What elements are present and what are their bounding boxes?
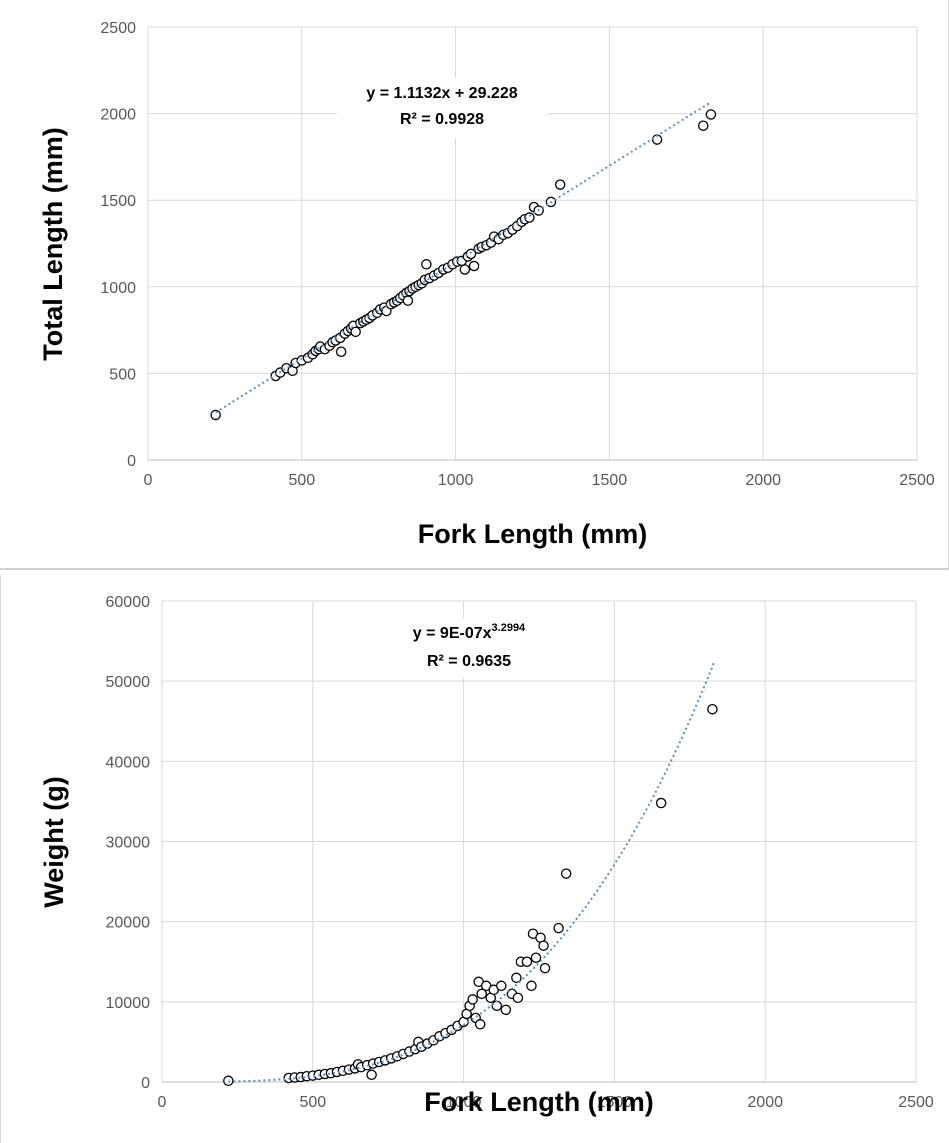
data-point <box>707 703 718 715</box>
y-tick-label: 2500 <box>100 20 136 37</box>
data-point <box>496 980 507 992</box>
x-tick-label: 1500 <box>597 1094 633 1111</box>
y-tick-label: 20000 <box>106 915 151 932</box>
y-tick-label: 1000 <box>100 280 136 297</box>
x-tick-label: 2000 <box>745 472 781 489</box>
y-tick-label: 0 <box>141 1075 150 1092</box>
data-point <box>526 980 537 992</box>
data-point <box>705 109 717 120</box>
equation-background <box>337 78 547 138</box>
data-point <box>560 868 572 879</box>
r-squared-label: R² = 0.9635 <box>427 653 511 670</box>
data-point <box>554 179 566 190</box>
data-point <box>210 409 221 421</box>
y-tick-label: 0 <box>127 453 136 470</box>
data-point <box>521 956 533 967</box>
y-tick-label: 10000 <box>106 995 151 1012</box>
data-point <box>553 922 564 934</box>
weight-chart: 0 500 1000 1500 2000 2500 0 10000 20000 30000 4000… <box>39 594 934 1117</box>
y-tick-label: 40000 <box>106 754 151 771</box>
x-tick-label: 0 <box>158 1094 167 1111</box>
data-point <box>402 295 414 306</box>
trendline-equation: y = 1.1132x + 29.228 <box>366 85 517 102</box>
y-axis-title: Weight (g) <box>39 776 69 907</box>
x-tick-label: 0 <box>144 472 153 489</box>
chart-panel-bottom: 0 500 1000 1500 2000 2500 0 10000 20000 30000 4000… <box>0 575 949 1143</box>
y-tick-label: 60000 <box>106 594 151 611</box>
x-tick-label: 1000 <box>446 1094 482 1111</box>
data-point <box>459 264 471 275</box>
y-tick-label: 50000 <box>106 674 151 691</box>
r-squared-label: R² = 0.9928 <box>400 111 484 128</box>
x-tick-label: 2500 <box>898 1094 934 1111</box>
x-tick-label: 2500 <box>899 472 935 489</box>
total-length-chart: 0 500 1000 1500 2000 2500 0 500 1000 1500 2000 2500… <box>38 20 935 549</box>
trendline-equation: y = 9E-07x3.2994 <box>413 622 526 642</box>
y-tick-label: 1500 <box>100 193 136 210</box>
equation-background <box>389 618 549 678</box>
x-axis-title: Fork Length (mm) <box>418 519 648 549</box>
trendline <box>228 662 715 1083</box>
data-point <box>421 259 432 270</box>
data-point <box>538 940 549 951</box>
y-axis-title: Total Length (mm) <box>38 127 68 360</box>
data-point <box>539 962 551 974</box>
data-point <box>524 212 535 223</box>
data-point <box>465 248 477 260</box>
y-tick-label: 2000 <box>100 107 136 124</box>
data-point <box>511 972 522 984</box>
data-point <box>467 994 478 1005</box>
data-point <box>335 346 347 357</box>
data-point <box>500 1004 512 1016</box>
data-point <box>476 988 487 1000</box>
chart-panel-top: 0 500 1000 1500 2000 2500 0 500 1000 1500 2000 2500… <box>0 0 949 570</box>
data-point <box>468 260 480 272</box>
x-tick-label: 1000 <box>438 472 474 489</box>
data-point <box>366 1069 377 1081</box>
x-tick-label: 500 <box>288 472 315 489</box>
data-point <box>223 1075 234 1087</box>
data-point <box>655 797 667 809</box>
data-point <box>697 120 709 131</box>
data-point <box>512 992 524 1004</box>
y-tick-label: 500 <box>109 366 136 383</box>
x-tick-label: 500 <box>299 1094 326 1111</box>
x-tick-label: 2000 <box>747 1094 783 1111</box>
data-point <box>350 326 361 338</box>
data-point <box>474 1019 486 1030</box>
x-tick-label: 1500 <box>592 472 628 489</box>
data-point <box>530 952 542 963</box>
y-tick-label: 30000 <box>106 835 151 852</box>
x-axis-title: Fork Length (mm) <box>424 1087 654 1117</box>
